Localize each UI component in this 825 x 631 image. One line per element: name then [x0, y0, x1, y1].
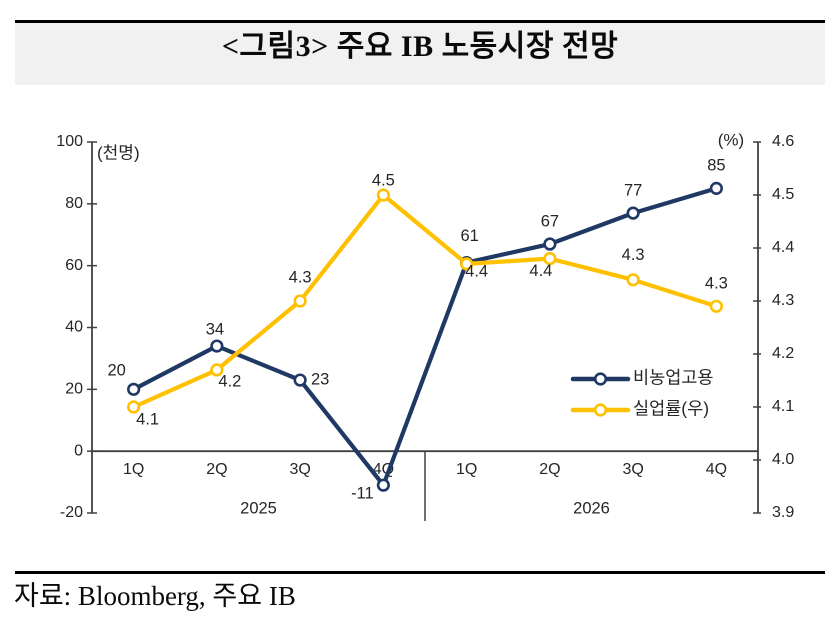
data-label-nonfarm-payrolls: 61: [460, 227, 478, 245]
x-axis-label: 1Q: [123, 461, 144, 478]
data-point-nonfarm-payrolls: [127, 382, 141, 396]
x-axis-label: 2Q: [206, 461, 227, 478]
chart-area: (천명) (%) 100 80 60 40 20 0 -20 4.6 4.5 4.4 4.3 4.2 4.1…: [0, 85, 825, 560]
left-axis-tick-label: 60: [65, 257, 83, 274]
data-point-unemployment-rate: [376, 188, 390, 202]
series-line-nonfarm-payrolls: [131, 186, 719, 488]
right-axis-tick-label: 4.1: [772, 398, 794, 415]
data-label-nonfarm-payrolls: 77: [624, 181, 642, 199]
data-point-unemployment-rate: [210, 363, 224, 377]
data-label-unemployment-rate: 4.4: [529, 262, 552, 280]
left-axis-tick-label: -20: [60, 504, 83, 521]
data-label-unemployment-rate: 4.3: [289, 268, 312, 286]
source-note: 자료: Bloomberg, 주요 IB: [14, 581, 296, 611]
legend-label-nonfarm-payrolls: 비농업고용: [633, 368, 714, 388]
data-point-unemployment-rate: [709, 299, 723, 313]
data-label-unemployment-rate: 4.5: [372, 171, 395, 189]
data-label-unemployment-rate: 4.2: [218, 372, 241, 390]
data-label-unemployment-rate: 4.3: [705, 275, 728, 293]
data-point-unemployment-rate: [460, 257, 474, 271]
left-axis-tick-label: 40: [65, 319, 83, 336]
top-rule: [15, 20, 825, 23]
data-label-nonfarm-payrolls: 34: [206, 320, 224, 338]
data-label-nonfarm-payrolls: 23: [311, 370, 329, 388]
legend-label-unemployment-rate: 실업률(우): [633, 399, 709, 419]
data-point-unemployment-rate: [543, 252, 557, 266]
series-line-unemployment-rate: [131, 192, 719, 410]
x-axis-label: 1Q: [456, 461, 477, 478]
right-axis-unit-label: (%): [718, 130, 744, 149]
data-point-nonfarm-payrolls: [376, 478, 390, 492]
data-point-nonfarm-payrolls: [210, 339, 224, 353]
chart-title: <그림3> 주요 IB 노동시장 전망: [221, 30, 619, 63]
right-axis-tick-label: 4.4: [772, 239, 794, 256]
data-label-nonfarm-payrolls: 85: [707, 157, 725, 175]
data-label-nonfarm-payrolls: 67: [541, 212, 559, 230]
data-label-unemployment-rate: 4.4: [465, 262, 488, 280]
legend-marker-point-nonfarm-payrolls: [593, 372, 608, 386]
data-point-unemployment-rate: [293, 294, 307, 308]
data-point-nonfarm-payrolls: [543, 237, 557, 251]
x-axis-label: 3Q: [289, 461, 310, 478]
year-label: 2026: [573, 499, 610, 517]
x-axis-label: 2Q: [539, 461, 560, 478]
left-axis-tick-label: 80: [65, 195, 83, 212]
x-axis-label: 4Q: [706, 461, 727, 478]
line-chart-svg: (천명) (%) 100 80 60 40 20 0 -20 4.6 4.5 4.4 4.3 4.2 4.1…: [56, 130, 794, 521]
data-point-nonfarm-payrolls: [293, 373, 307, 387]
right-axis-tick-label: 4.5: [772, 186, 794, 203]
right-axis-tick-label: 4.6: [772, 133, 794, 150]
right-axis-tick-label: 4.2: [772, 345, 794, 362]
left-axis-tick-label: 20: [65, 381, 83, 398]
year-label: 2025: [240, 499, 277, 517]
left-axis-tick-label: 100: [56, 133, 83, 150]
data-label-nonfarm-payrolls: 20: [107, 362, 125, 380]
x-axis-label: 3Q: [622, 461, 643, 478]
data-point-nonfarm-payrolls: [626, 206, 640, 220]
data-label-nonfarm-payrolls: -11: [351, 485, 374, 503]
left-axis-unit-label: (천명): [97, 143, 140, 162]
left-axis-tick-label: 0: [74, 442, 83, 459]
right-axis-tick-label: 4.0: [772, 451, 794, 468]
data-point-unemployment-rate: [626, 273, 640, 287]
bottom-rule: [15, 571, 825, 574]
data-point-nonfarm-payrolls: [709, 181, 723, 195]
legend-marker-point-unemployment-rate: [593, 403, 608, 417]
chart-title-band: <그림3> 주요 IB 노동시장 전망: [15, 23, 825, 85]
right-axis-tick-label: 4.3: [772, 292, 794, 309]
data-label-unemployment-rate: 4.3: [622, 246, 645, 264]
data-point-unemployment-rate: [127, 400, 141, 414]
data-label-unemployment-rate: 4.1: [136, 410, 159, 428]
right-axis-tick-label: 3.9: [772, 504, 794, 521]
